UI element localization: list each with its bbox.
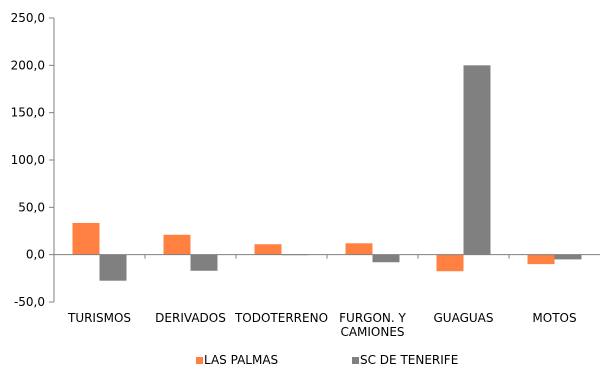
y-tick-label: 150,0: [11, 106, 45, 120]
category-label: TURISMOS: [67, 311, 131, 325]
bars-layer: [72, 65, 582, 281]
category-label: CAMIONES: [340, 325, 404, 339]
category-label: DERIVADOS: [155, 311, 226, 325]
category-label: FURGON. Y: [339, 311, 406, 325]
y-tick-label: 50,0: [18, 200, 45, 214]
bar-las-palmas-0: [72, 222, 100, 255]
bar-las-palmas-1: [163, 234, 191, 255]
bar-las-palmas-5: [527, 254, 555, 265]
y-tick-label: 250,0: [11, 11, 45, 25]
bar-sc-de-tenerife-5: [554, 254, 582, 260]
legend-item-sc-de-tenerife-swatch: [352, 357, 359, 364]
legend-item-sc-de-tenerife-label: SC DE TENERIFE: [360, 353, 458, 367]
legend-item-las-palmas-label: LAS PALMAS: [204, 353, 278, 367]
category-label: MOTOS: [532, 311, 576, 325]
axes-layer: [49, 17, 600, 303]
bar-sc-de-tenerife-1: [190, 254, 218, 271]
bar-las-palmas-4: [436, 254, 464, 272]
y-tick-label: 0,0: [26, 248, 45, 262]
legend-item-las-palmas-swatch: [196, 357, 203, 364]
bar-sc-de-tenerife-3: [372, 254, 400, 263]
bar-sc-de-tenerife-4: [463, 65, 491, 255]
bar-las-palmas-2: [254, 244, 282, 255]
y-tick-label: 200,0: [11, 58, 45, 72]
legend: LAS PALMAS SC DE TENERIFE: [196, 353, 458, 367]
category-label: TODOTERRENO: [234, 311, 328, 325]
labels-layer: -50,0 0,0 50,0 100,0 150,0 200,0 250,0 TURISMOS…: [11, 11, 577, 339]
y-tick-label: 100,0: [11, 153, 45, 167]
bar-las-palmas-3: [345, 243, 373, 255]
y-tick-label: -50,0: [14, 295, 45, 309]
bar-sc-de-tenerife-0: [99, 254, 127, 281]
category-label: GUAGUAS: [434, 311, 494, 325]
